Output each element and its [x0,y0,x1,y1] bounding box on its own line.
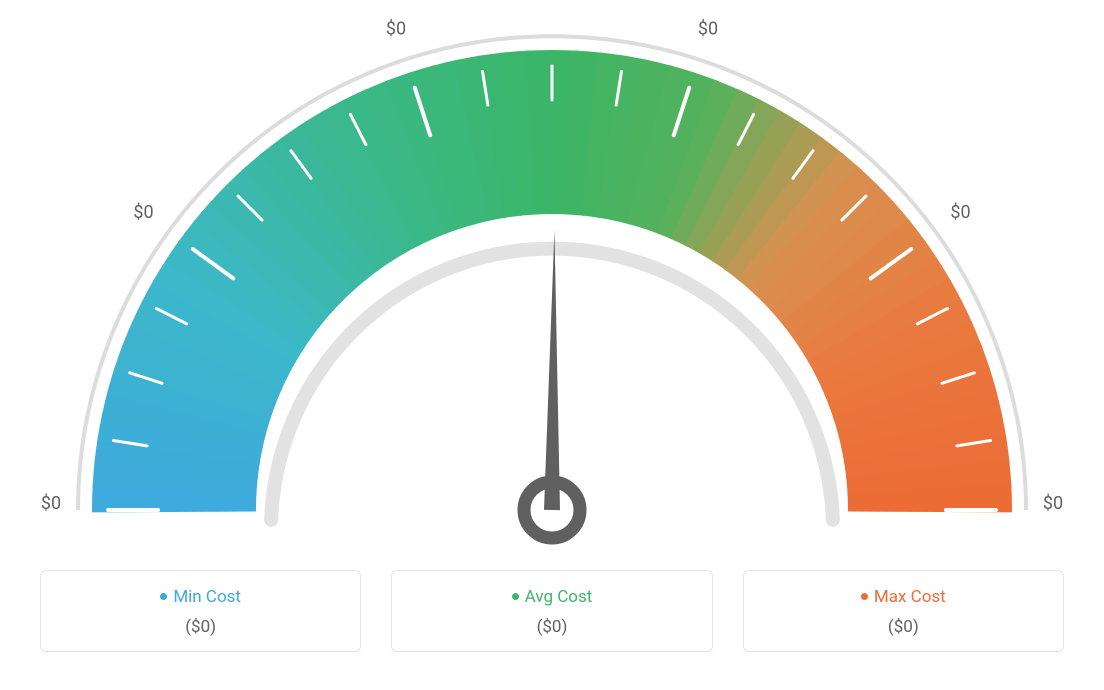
legend-card-max: Max Cost ($0) [743,570,1064,652]
legend-value-avg: ($0) [402,617,701,637]
legend-row: Min Cost ($0) Avg Cost ($0) Max Cost ($0… [0,570,1104,652]
legend-dot-max [861,593,868,600]
svg-text:$0: $0 [698,18,718,39]
legend-label-text: Min Cost [173,587,241,607]
svg-text:$0: $0 [41,493,61,514]
gauge-svg: $0 $0 $0 $0 $0 $0 [0,0,1104,560]
legend-card-min: Min Cost ($0) [40,570,361,652]
legend-label-avg: Avg Cost [402,587,701,607]
legend-dot-min [160,593,167,600]
legend-label-max: Max Cost [754,587,1053,607]
legend-label-text: Max Cost [874,587,946,607]
legend-label-text: Avg Cost [525,587,593,607]
svg-text:$0: $0 [386,18,406,39]
gauge-chart: $0 $0 $0 $0 $0 $0 [0,0,1104,560]
legend-dot-avg [512,593,519,600]
svg-text:$0: $0 [1043,493,1063,514]
legend-label-min: Min Cost [51,587,350,607]
svg-text:$0: $0 [133,202,153,223]
legend-value-max: ($0) [754,617,1053,637]
legend-card-avg: Avg Cost ($0) [391,570,712,652]
legend-value-min: ($0) [51,617,350,637]
svg-text:$0: $0 [950,202,970,223]
